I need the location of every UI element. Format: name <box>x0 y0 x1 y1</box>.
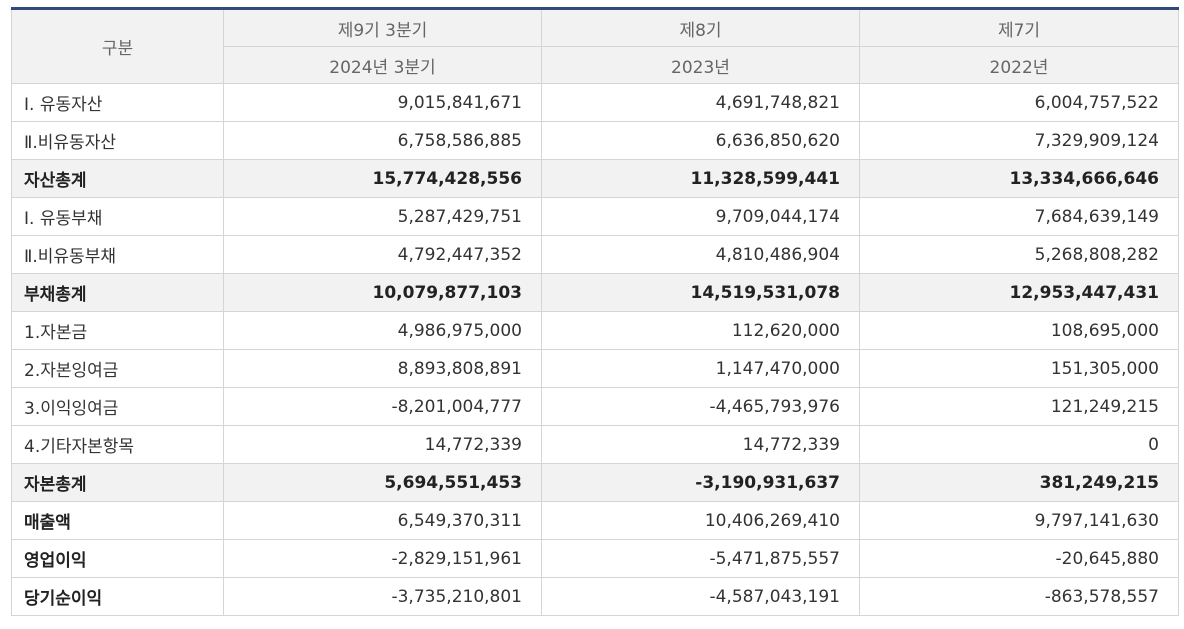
row-value: -5,471,875,557 <box>541 539 860 578</box>
table-row: 자본총계 5,694,551,453 -3,190,931,637 381,249,2… <box>11 463 1179 502</box>
row-value: 7,329,909,124 <box>859 121 1179 160</box>
row-value: 9,797,141,630 <box>859 501 1179 540</box>
row-label: 3.이익잉여금 <box>11 387 224 426</box>
header-row-periods: 구분 제9기 3분기 제8기 제7기 <box>11 8 1179 84</box>
row-label: 1.자본금 <box>11 311 224 350</box>
row-label: Ⅰ. 유동자산 <box>11 83 224 122</box>
financial-summary-container: 구분 제9기 3분기 제8기 제7기 2024년 3분기 2023년 2022년… <box>11 7 1179 616</box>
period-date-header: 2024년 3분기 <box>223 46 542 84</box>
table-row: Ⅱ.비유동자산 6,758,586,885 6,636,850,620 7,329,9… <box>11 121 1179 160</box>
row-value: 4,691,748,821 <box>541 83 860 122</box>
row-label: 자산총계 <box>11 159 224 198</box>
row-label: Ⅰ. 유동부채 <box>11 197 224 236</box>
row-label: 영업이익 <box>11 539 224 578</box>
row-value: 0 <box>859 425 1179 464</box>
row-value: 14,772,339 <box>223 425 542 464</box>
period-date-header: 2023년 <box>541 46 860 84</box>
row-value: 13,334,666,646 <box>859 159 1179 198</box>
period-name-header: 제8기 <box>541 8 860 47</box>
row-label: 매출액 <box>11 501 224 540</box>
row-value: 12,953,447,431 <box>859 273 1179 312</box>
table-body: Ⅰ. 유동자산 9,015,841,671 4,691,748,821 6,004,7… <box>11 83 1179 616</box>
row-value: -3,190,931,637 <box>541 463 860 502</box>
row-label: Ⅱ.비유동부채 <box>11 235 224 274</box>
table-row: 부채총계 10,079,877,103 14,519,531,078 12,953,4… <box>11 273 1179 312</box>
row-label: Ⅱ.비유동자산 <box>11 121 224 160</box>
table-header: 구분 제9기 3분기 제8기 제7기 2024년 3분기 2023년 2022년 <box>11 8 1179 84</box>
table-row: 자산총계 15,774,428,556 11,328,599,441 13,334,6… <box>11 159 1179 198</box>
table-row: Ⅰ. 유동부채 5,287,429,751 9,709,044,174 7,684,6… <box>11 197 1179 236</box>
table-row: 3.이익잉여금 -8,201,004,777 -4,465,793,976 121,2… <box>11 387 1179 426</box>
row-label: 4.기타자본항목 <box>11 425 224 464</box>
row-value: 15,774,428,556 <box>223 159 542 198</box>
row-value: 5,287,429,751 <box>223 197 542 236</box>
table-row: 매출액 6,549,370,311 10,406,269,410 9,797,141,… <box>11 501 1179 540</box>
row-value: 11,328,599,441 <box>541 159 860 198</box>
row-value: 14,519,531,078 <box>541 273 860 312</box>
row-label: 2.자본잉여금 <box>11 349 224 388</box>
row-value: 121,249,215 <box>859 387 1179 426</box>
row-value: 5,694,551,453 <box>223 463 542 502</box>
row-value: -4,587,043,191 <box>541 577 860 616</box>
table-row: 당기순이익 -3,735,210,801 -4,587,043,191 -863,57… <box>11 577 1179 616</box>
row-value: 108,695,000 <box>859 311 1179 350</box>
row-value: -8,201,004,777 <box>223 387 542 426</box>
row-value: 10,079,877,103 <box>223 273 542 312</box>
table-row: Ⅱ.비유동부채 4,792,447,352 4,810,486,904 5,268,8… <box>11 235 1179 274</box>
period-name-header: 제9기 3분기 <box>223 8 542 47</box>
period-date-header: 2022년 <box>859 46 1179 84</box>
row-value: 112,620,000 <box>541 311 860 350</box>
row-label: 자본총계 <box>11 463 224 502</box>
row-label: 당기순이익 <box>11 577 224 616</box>
row-value: -3,735,210,801 <box>223 577 542 616</box>
header-row-dates: 2024년 3분기 2023년 2022년 <box>12 46 1179 84</box>
row-value: 6,549,370,311 <box>223 501 542 540</box>
row-label: 부채총계 <box>11 273 224 312</box>
period-name-header: 제7기 <box>859 8 1179 47</box>
row-value: 381,249,215 <box>859 463 1179 502</box>
table-row: 4.기타자본항목 14,772,339 14,772,339 0 <box>11 425 1179 464</box>
row-value: -20,645,880 <box>859 539 1179 578</box>
row-value: -4,465,793,976 <box>541 387 860 426</box>
row-value: 6,636,850,620 <box>541 121 860 160</box>
row-value: 14,772,339 <box>541 425 860 464</box>
row-value: 4,792,447,352 <box>223 235 542 274</box>
table-row: 2.자본잉여금 8,893,808,891 1,147,470,000 151,305… <box>11 349 1179 388</box>
category-header: 구분 <box>11 8 224 84</box>
row-value: 4,986,975,000 <box>223 311 542 350</box>
table-row: Ⅰ. 유동자산 9,015,841,671 4,691,748,821 6,004,7… <box>11 83 1179 122</box>
row-value: 7,684,639,149 <box>859 197 1179 236</box>
financial-summary-table: 구분 제9기 3분기 제8기 제7기 2024년 3분기 2023년 2022년… <box>11 7 1179 616</box>
row-value: 151,305,000 <box>859 349 1179 388</box>
row-value: 1,147,470,000 <box>541 349 860 388</box>
row-value: 10,406,269,410 <box>541 501 860 540</box>
row-value: -2,829,151,961 <box>223 539 542 578</box>
table-row: 영업이익 -2,829,151,961 -5,471,875,557 -20,645,… <box>11 539 1179 578</box>
row-value: 6,758,586,885 <box>223 121 542 160</box>
row-value: 4,810,486,904 <box>541 235 860 274</box>
row-value: -863,578,557 <box>859 577 1179 616</box>
table-row: 1.자본금 4,986,975,000 112,620,000 108,695,000 <box>11 311 1179 350</box>
row-value: 6,004,757,522 <box>859 83 1179 122</box>
row-value: 5,268,808,282 <box>859 235 1179 274</box>
row-value: 8,893,808,891 <box>223 349 542 388</box>
row-value: 9,015,841,671 <box>223 83 542 122</box>
row-value: 9,709,044,174 <box>541 197 860 236</box>
